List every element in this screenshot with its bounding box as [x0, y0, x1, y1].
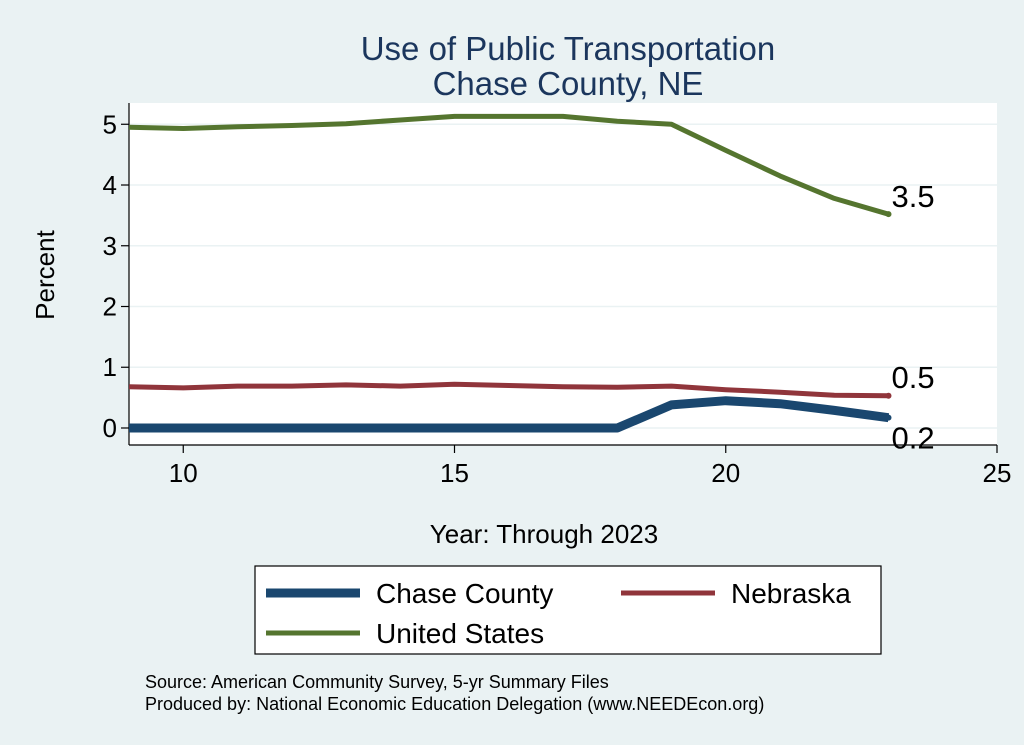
y-tick-label: 0	[103, 413, 117, 443]
series-line-chase-county	[129, 396, 890, 433]
axes: 0 1 2 3 4 5 10 15 20 25	[103, 103, 1012, 488]
x-tick-label: 15	[440, 458, 469, 488]
end-label-united-states: 3.5	[892, 179, 935, 214]
legend-label-nebraska: Nebraska	[731, 578, 851, 609]
legend-box	[254, 565, 882, 655]
y-axis-title: Percent	[30, 229, 60, 319]
y-tick-label: 3	[103, 231, 117, 261]
x-tick-label: 25	[983, 458, 1012, 488]
legend-label-chase-county: Chase County	[376, 578, 553, 609]
y-tick-label: 2	[103, 291, 117, 321]
series-line-united-states	[128, 113, 890, 217]
producer-note: Produced by: National Economic Education…	[145, 694, 764, 714]
source-note: Source: American Community Survey, 5-yr …	[145, 672, 609, 692]
end-point-chase-county	[885, 414, 892, 421]
end-label-chase-county: 0.2	[892, 421, 935, 456]
end-label-nebraska: 0.5	[892, 360, 935, 395]
chart-title-line-1: Use of Public Transportation	[361, 30, 776, 67]
y-tick-label: 4	[103, 170, 117, 200]
series-line-nebraska	[128, 381, 889, 399]
legend: Chase County Nebraska United States	[254, 565, 882, 655]
x-tick-label: 20	[711, 458, 740, 488]
legend-label-united-states: United States	[376, 618, 544, 649]
chart-title-line-2: Chase County, NE	[433, 65, 704, 102]
end-point-nebraska	[885, 392, 892, 399]
series-lines	[128, 113, 892, 433]
x-tick-label: 10	[169, 458, 198, 488]
y-tick-label: 5	[103, 109, 117, 139]
end-point-united-states	[885, 211, 892, 218]
x-axis-title: Year: Through 2023	[430, 519, 658, 549]
end-labels: 3.5 0.5 0.2	[892, 179, 935, 455]
y-tick-label: 1	[103, 352, 117, 382]
